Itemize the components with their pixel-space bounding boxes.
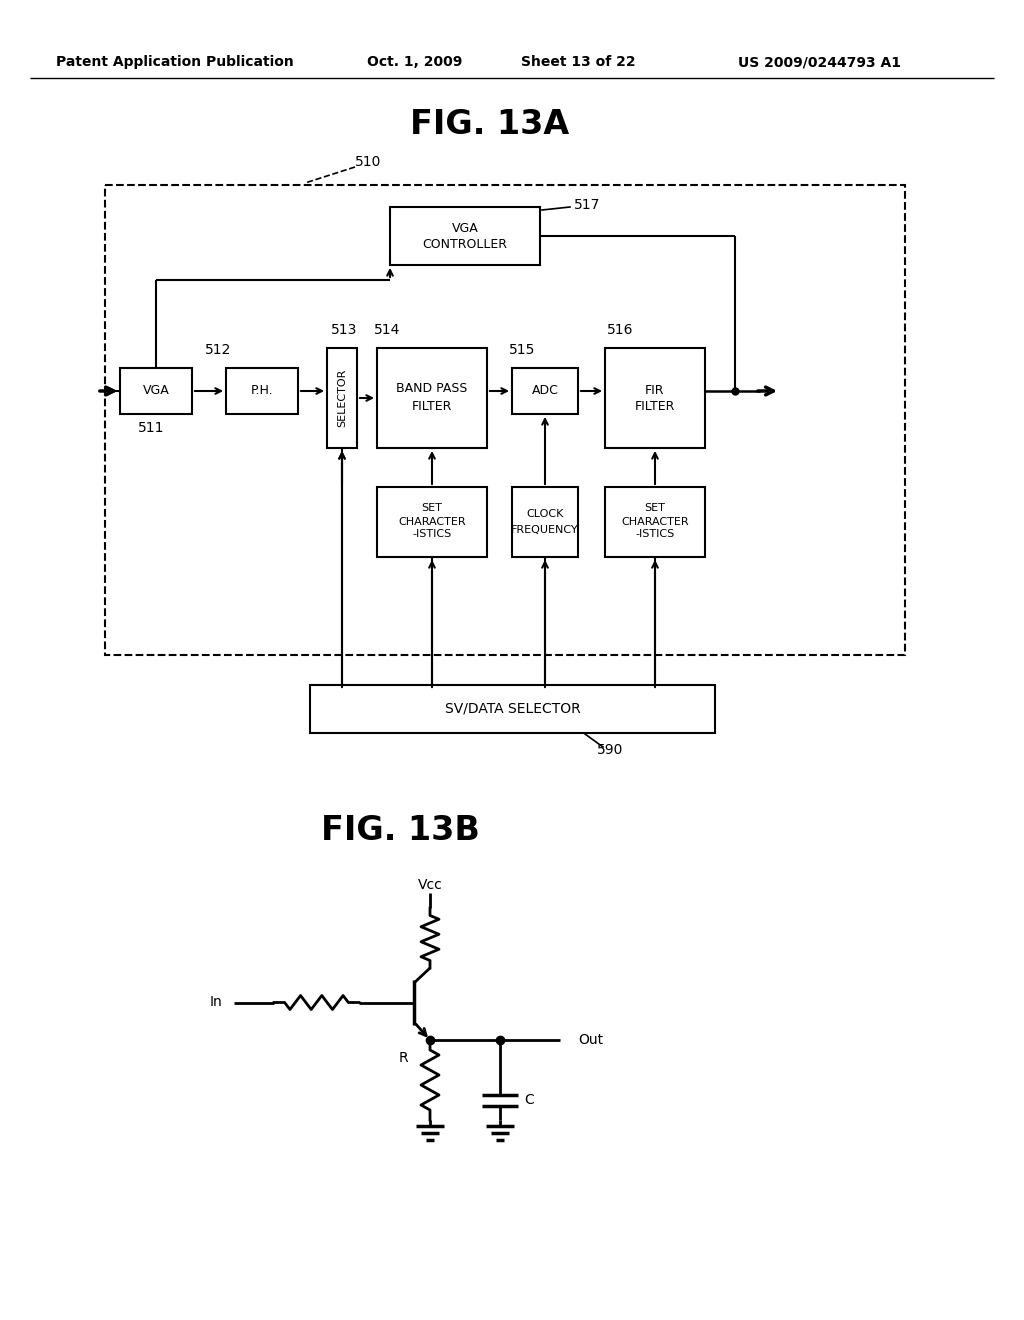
Text: 590: 590 [597, 743, 624, 756]
Text: ADC: ADC [531, 384, 558, 397]
Text: Vcc: Vcc [418, 878, 442, 892]
Text: 514: 514 [374, 323, 400, 337]
Text: FIG. 13A: FIG. 13A [411, 108, 569, 141]
Text: 517: 517 [574, 198, 600, 213]
Text: Out: Out [578, 1034, 603, 1047]
FancyBboxPatch shape [327, 348, 357, 447]
Text: 511: 511 [138, 421, 164, 436]
Text: VGA: VGA [142, 384, 169, 397]
Text: Patent Application Publication: Patent Application Publication [56, 55, 294, 69]
Text: SET: SET [422, 503, 442, 513]
Text: SET: SET [644, 503, 666, 513]
FancyBboxPatch shape [512, 368, 578, 414]
Text: US 2009/0244793 A1: US 2009/0244793 A1 [738, 55, 901, 69]
Text: C: C [524, 1093, 534, 1107]
Text: SV/DATA SELECTOR: SV/DATA SELECTOR [444, 702, 581, 715]
Text: FILTER: FILTER [635, 400, 675, 412]
Text: Oct. 1, 2009: Oct. 1, 2009 [368, 55, 463, 69]
Text: FIR: FIR [645, 384, 665, 396]
FancyBboxPatch shape [605, 487, 705, 557]
FancyBboxPatch shape [390, 207, 540, 265]
Text: P.H.: P.H. [251, 384, 273, 397]
Text: In: In [209, 995, 222, 1010]
FancyBboxPatch shape [377, 348, 487, 447]
Text: R: R [398, 1051, 408, 1065]
Text: VGA: VGA [452, 222, 478, 235]
Text: 515: 515 [509, 343, 536, 356]
FancyBboxPatch shape [605, 348, 705, 447]
Text: CLOCK: CLOCK [526, 510, 563, 519]
Text: 512: 512 [205, 343, 231, 356]
Text: FIG. 13B: FIG. 13B [321, 813, 479, 846]
FancyBboxPatch shape [512, 487, 578, 557]
Text: BAND PASS: BAND PASS [396, 381, 468, 395]
Text: FREQUENCY: FREQUENCY [511, 525, 579, 535]
FancyBboxPatch shape [120, 368, 193, 414]
Text: CHARACTER: CHARACTER [398, 517, 466, 527]
Text: -ISTICS: -ISTICS [635, 529, 675, 539]
Text: 516: 516 [607, 323, 633, 337]
Text: 510: 510 [354, 154, 381, 169]
Text: CHARACTER: CHARACTER [622, 517, 689, 527]
FancyBboxPatch shape [377, 487, 487, 557]
FancyBboxPatch shape [226, 368, 298, 414]
Text: SELECTOR: SELECTOR [337, 368, 347, 428]
Text: 513: 513 [331, 323, 357, 337]
Text: FILTER: FILTER [412, 400, 453, 412]
Text: Sheet 13 of 22: Sheet 13 of 22 [520, 55, 635, 69]
Text: CONTROLLER: CONTROLLER [423, 238, 508, 251]
FancyBboxPatch shape [310, 685, 715, 733]
Text: -ISTICS: -ISTICS [413, 529, 452, 539]
